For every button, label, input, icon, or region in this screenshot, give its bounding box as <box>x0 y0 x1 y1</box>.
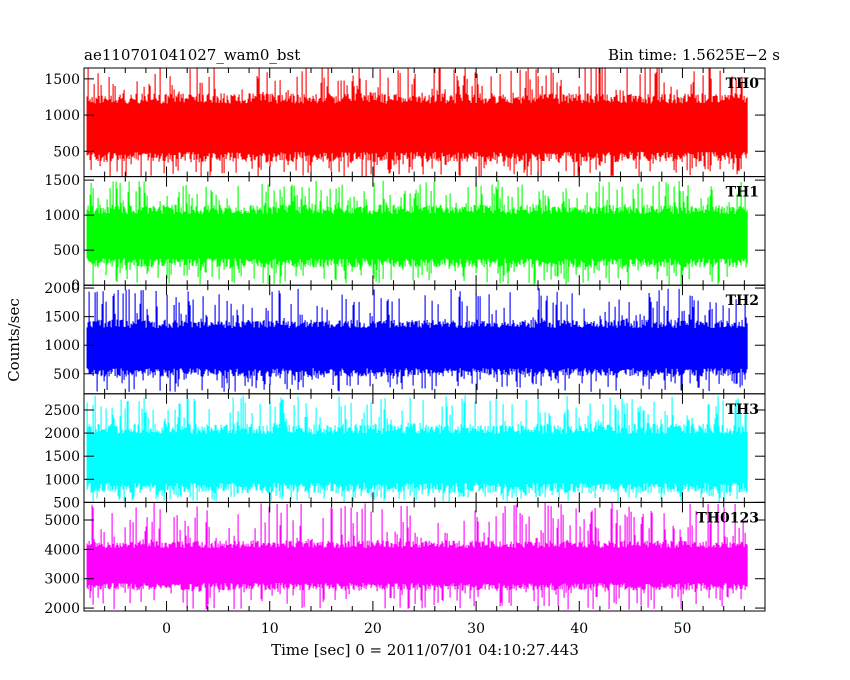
y-tick-label: 2000 <box>44 281 80 297</box>
y-tick-label: 500 <box>53 243 80 259</box>
y-tick-label: 500 <box>53 495 80 511</box>
y-tick-label: 1500 <box>44 72 80 88</box>
y-tick-label: 1000 <box>44 208 80 224</box>
y-tick-label: 1500 <box>44 449 80 465</box>
panel-label: TH3 <box>726 402 759 418</box>
y-axis-label: Counts/sec <box>5 298 23 382</box>
y-tick-label: 500 <box>53 367 80 383</box>
panel-label: TH1 <box>726 185 759 201</box>
x-tick-label: 20 <box>364 621 382 637</box>
y-tick-label: 1000 <box>44 472 80 488</box>
panel-th2: 500 1000 1500 2000 TH2 <box>44 281 766 395</box>
series-th1 <box>86 180 748 285</box>
y-tick-label: 1000 <box>44 338 80 354</box>
series-th0123 <box>86 502 748 610</box>
series-th3 <box>86 395 748 502</box>
panel-label: TH0123 <box>696 510 759 526</box>
y-tick-label: 2500 <box>44 403 80 419</box>
panel-th3: 500 1000 1500 2000 2500 TH3 <box>44 393 766 511</box>
y-tick-label: 3000 <box>44 572 80 588</box>
bin-time-label: Bin time: 1.5625E−2 s <box>608 46 780 64</box>
x-tick-label: 50 <box>674 621 692 637</box>
y-tick-label: 5000 <box>44 513 80 529</box>
y-tick-label: 0 <box>71 278 80 294</box>
y-tick-label: 2000 <box>44 426 80 442</box>
y-tick-label: 2000 <box>44 601 80 617</box>
figure-title: ae110701041027_wam0_bst <box>84 46 300 64</box>
series-th0 <box>86 68 748 177</box>
y-tick-label: 1500 <box>44 173 80 189</box>
x-axis-label: Time [sec] 0 = 2011/07/01 04:10:27.443 <box>271 641 579 659</box>
x-tick-label: 40 <box>570 621 588 637</box>
x-tick-label: 0 <box>162 621 171 637</box>
panel-label: TH2 <box>726 293 759 309</box>
panel-th0: 500 1000 1500 TH0 <box>44 67 766 178</box>
panel-th1: 0 500 1000 1500 TH1 <box>44 173 766 294</box>
x-tick-label: 10 <box>261 621 279 637</box>
panel-frame <box>83 501 766 612</box>
x-tick-label: 30 <box>467 621 485 637</box>
y-tick-label: 500 <box>53 144 80 160</box>
series-th2 <box>86 288 748 392</box>
panel-th0123: 2000 3000 4000 5000 TH0123 <box>44 501 766 617</box>
y-tick-label: 1500 <box>44 310 80 326</box>
panel-label: TH0 <box>726 76 760 92</box>
y-tick-label: 1000 <box>44 108 80 124</box>
y-tick-label: 4000 <box>44 542 80 558</box>
